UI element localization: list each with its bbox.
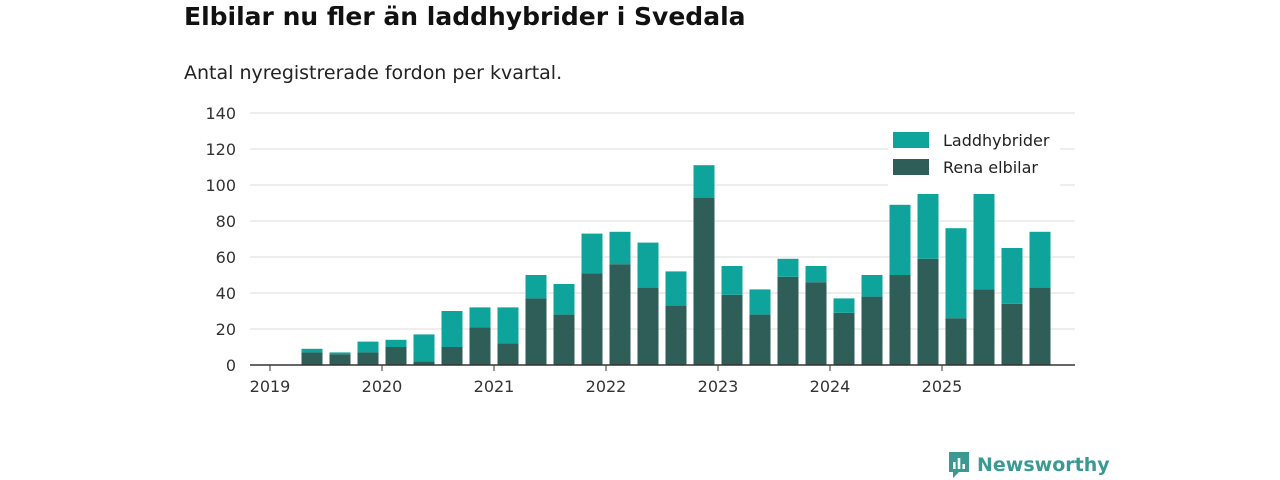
stacked-bar-chart: 0 20 40 60 80 100 120 140 2019 2020 2021 2022 2023 20…	[205, 104, 1075, 396]
brand-name: Newsworthy	[977, 454, 1110, 476]
bar-rena-elbilar	[889, 275, 911, 365]
bar-rena-elbilar	[917, 258, 939, 365]
bar-rena-elbilar	[329, 354, 351, 365]
bar-rena-elbilar	[973, 289, 995, 365]
bar-laddhybrider	[637, 242, 659, 288]
bar-laddhybrider	[721, 266, 743, 295]
x-tick-label: 2023	[698, 377, 739, 396]
chart-title: Elbilar nu fler än laddhybrider i Svedal…	[184, 2, 746, 31]
bar-laddhybrider	[833, 298, 855, 313]
newsworthy-logo-icon	[949, 452, 969, 478]
bar-rena-elbilar	[1029, 287, 1051, 365]
bar-laddhybrider	[609, 231, 631, 265]
bar-laddhybrider	[497, 307, 519, 344]
bar-rena-elbilar	[581, 273, 603, 365]
bar-rena-elbilar	[497, 343, 519, 365]
bar-laddhybrider	[525, 275, 547, 299]
bar-rena-elbilar	[693, 197, 715, 365]
bar-laddhybrider	[777, 258, 799, 277]
bar-laddhybrider	[973, 194, 995, 290]
bar-rena-elbilar	[301, 352, 323, 365]
bar-laddhybrider	[581, 233, 603, 274]
bar-rena-elbilar	[525, 298, 547, 365]
bar-rena-elbilar	[637, 287, 659, 365]
legend-swatch	[893, 132, 929, 148]
y-tick-label: 140	[205, 104, 236, 123]
bar-laddhybrider	[553, 284, 575, 315]
bar-laddhybrider	[385, 339, 407, 347]
y-tick-label: 0	[226, 356, 236, 375]
x-tick-label: 2021	[474, 377, 515, 396]
bar-rena-elbilar	[777, 276, 799, 365]
chart-subtitle: Antal nyregistrerade fordon per kvartal.	[184, 62, 563, 84]
bar-laddhybrider	[749, 289, 771, 315]
legend-label: Rena elbilar	[943, 158, 1038, 177]
legend-swatch	[893, 159, 929, 175]
bar-laddhybrider	[665, 271, 687, 306]
x-tick-label: 2024	[810, 377, 851, 396]
x-tick-label: 2020	[362, 377, 403, 396]
bar-rena-elbilar	[861, 296, 883, 365]
bar-rena-elbilar	[553, 314, 575, 365]
x-tick-label: 2019	[250, 377, 291, 396]
bar-laddhybrider	[945, 228, 967, 319]
x-tick-label: 2022	[586, 377, 627, 396]
y-tick-label: 60	[216, 248, 236, 267]
bar-rena-elbilar	[357, 352, 379, 365]
y-tick-label: 20	[216, 320, 236, 339]
bar-rena-elbilar	[665, 305, 687, 365]
bar-rena-elbilar	[833, 312, 855, 365]
bar-rena-elbilar	[945, 318, 967, 365]
bar-rena-elbilar	[469, 327, 491, 365]
bar-laddhybrider	[805, 266, 827, 283]
bar-laddhybrider	[917, 194, 939, 259]
bar-laddhybrider	[441, 311, 463, 347]
bar-laddhybrider	[693, 165, 715, 198]
x-tick-label: 2025	[922, 377, 963, 396]
y-tick-label: 100	[205, 176, 236, 195]
y-tick-label: 80	[216, 212, 236, 231]
brand-logo: Newsworthy	[947, 450, 1110, 480]
bar-laddhybrider	[1029, 231, 1051, 288]
y-tick-label: 120	[205, 140, 236, 159]
bar-laddhybrider	[301, 348, 323, 353]
bar-rena-elbilar	[749, 314, 771, 365]
bar-rena-elbilar	[441, 347, 463, 365]
bar-rena-elbilar	[1001, 303, 1023, 365]
legend-label: Laddhybrider	[943, 131, 1050, 150]
bar-rena-elbilar	[413, 361, 435, 365]
bar-laddhybrider	[1001, 248, 1023, 304]
bar-laddhybrider	[413, 334, 435, 362]
bar-laddhybrider	[889, 204, 911, 275]
bar-laddhybrider	[861, 275, 883, 297]
y-tick-label: 40	[216, 284, 236, 303]
bar-rena-elbilar	[721, 294, 743, 365]
bar-laddhybrider	[469, 307, 491, 328]
bar-laddhybrider	[357, 341, 379, 353]
bar-rena-elbilar	[609, 264, 631, 365]
bar-rena-elbilar	[805, 282, 827, 365]
bar-rena-elbilar	[385, 347, 407, 365]
bar-laddhybrider	[329, 352, 351, 355]
